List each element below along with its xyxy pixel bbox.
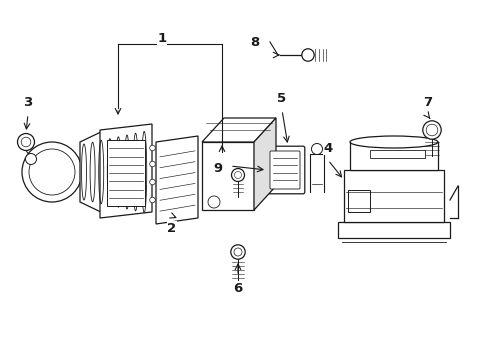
Bar bbox=[202, 142, 254, 210]
Ellipse shape bbox=[312, 144, 322, 154]
Text: 3: 3 bbox=[24, 95, 33, 108]
Polygon shape bbox=[156, 136, 198, 224]
FancyBboxPatch shape bbox=[265, 146, 305, 194]
Bar bbox=[107, 140, 145, 206]
Ellipse shape bbox=[150, 179, 155, 185]
Ellipse shape bbox=[426, 124, 438, 136]
Bar bbox=[370, 150, 425, 158]
Ellipse shape bbox=[423, 121, 441, 139]
Bar bbox=[344, 170, 444, 222]
Ellipse shape bbox=[350, 136, 438, 148]
Text: 8: 8 bbox=[250, 36, 260, 49]
Polygon shape bbox=[100, 124, 152, 218]
Ellipse shape bbox=[29, 149, 75, 195]
FancyBboxPatch shape bbox=[270, 151, 300, 189]
Ellipse shape bbox=[231, 168, 245, 181]
Text: 5: 5 bbox=[277, 91, 287, 104]
Polygon shape bbox=[202, 118, 276, 142]
Polygon shape bbox=[80, 130, 105, 214]
Ellipse shape bbox=[235, 171, 242, 179]
Text: 7: 7 bbox=[423, 95, 433, 108]
Text: 6: 6 bbox=[233, 282, 243, 294]
Text: 2: 2 bbox=[168, 221, 176, 234]
Ellipse shape bbox=[22, 142, 82, 202]
Ellipse shape bbox=[234, 248, 242, 256]
Ellipse shape bbox=[150, 161, 155, 167]
Ellipse shape bbox=[302, 49, 314, 61]
Ellipse shape bbox=[150, 197, 155, 203]
Ellipse shape bbox=[25, 153, 36, 165]
Text: 4: 4 bbox=[323, 141, 333, 154]
Ellipse shape bbox=[231, 245, 245, 259]
Text: 9: 9 bbox=[214, 162, 222, 175]
Bar bbox=[348, 190, 370, 212]
Bar bbox=[350, 142, 438, 170]
Bar bbox=[338, 222, 450, 238]
Text: 1: 1 bbox=[157, 31, 167, 45]
Ellipse shape bbox=[208, 196, 220, 208]
Polygon shape bbox=[254, 118, 276, 210]
Ellipse shape bbox=[18, 134, 34, 150]
Ellipse shape bbox=[21, 137, 31, 147]
Ellipse shape bbox=[150, 145, 155, 151]
